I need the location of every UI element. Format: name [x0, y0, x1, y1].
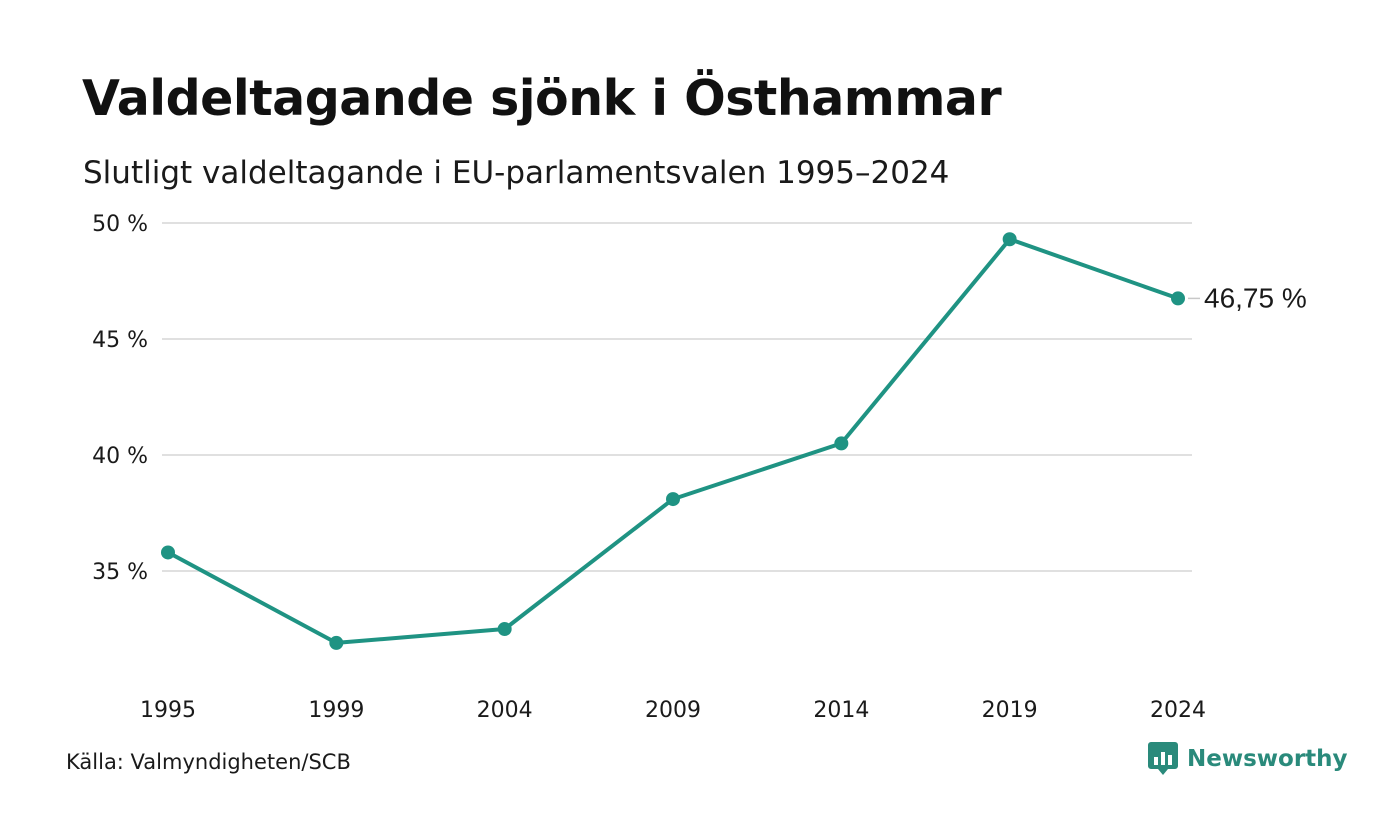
- x-axis-ticks: 1995 1999 2004 2009 2014 2019 2024: [140, 698, 1206, 723]
- y-tick-label: 50 %: [92, 212, 148, 237]
- end-label-group: 46,75 %: [1188, 282, 1307, 313]
- grid-lines: [162, 222, 1192, 572]
- y-tick-label: 40 %: [92, 444, 148, 469]
- brand-logo: Newsworthy: [1148, 742, 1348, 776]
- x-tick-label: 1999: [308, 698, 364, 723]
- y-tick-label: 45 %: [92, 328, 148, 353]
- brand-name: Newsworthy: [1187, 746, 1348, 772]
- data-point: [329, 635, 344, 650]
- data-points: [161, 232, 1185, 650]
- y-tick-label: 35 %: [92, 560, 148, 585]
- x-tick-label: 2009: [645, 698, 701, 723]
- x-tick-label: 2014: [813, 698, 869, 723]
- chart-title: Valdeltagande sjönk i Östhammar: [82, 70, 1002, 127]
- chart-subtitle: Slutligt valdeltagande i EU-parlamentsva…: [83, 155, 950, 191]
- data-point: [161, 545, 175, 560]
- data-point: [1171, 291, 1185, 306]
- y-axis-ticks: 35 % 40 % 45 % 50 %: [92, 212, 148, 585]
- data-point: [1002, 232, 1017, 247]
- x-tick-label: 1995: [140, 698, 196, 723]
- x-tick-label: 2019: [982, 698, 1038, 723]
- data-point: [497, 622, 512, 636]
- end-value-label: 46,75 %: [1204, 282, 1307, 313]
- x-tick-label: 2024: [1150, 698, 1206, 723]
- bar-chart-speech-bubble-icon: [1148, 742, 1178, 775]
- data-point: [666, 492, 680, 507]
- series-line: [166, 237, 1180, 645]
- x-tick-label: 2004: [477, 698, 533, 723]
- source-note: Källa: Valmyndigheten/SCB: [66, 750, 351, 774]
- line-chart: 35 % 40 % 45 % 50 % 1995 1999 2004 2009 2014 201…: [92, 212, 1307, 723]
- series-line-group: [166, 237, 1180, 645]
- data-point: [834, 436, 849, 451]
